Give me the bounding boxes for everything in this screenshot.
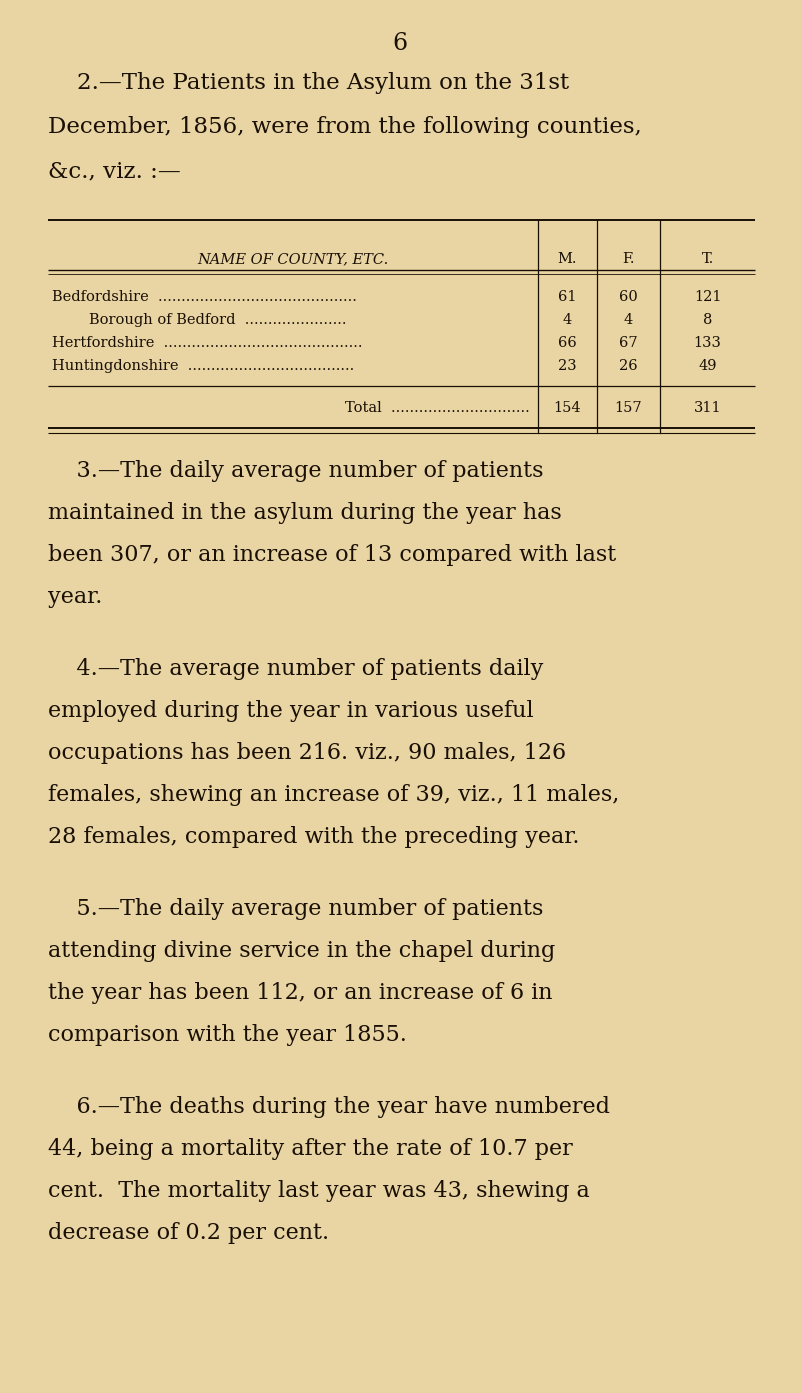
Text: the year has been 112, or an increase of 6 in: the year has been 112, or an increase of… [48, 982, 553, 1004]
Text: 23: 23 [558, 359, 577, 373]
Text: 66: 66 [558, 336, 577, 350]
Text: 3.—The daily average number of patients: 3.—The daily average number of patients [48, 460, 544, 482]
Text: 4.—The average number of patients daily: 4.—The average number of patients daily [48, 657, 543, 680]
Text: Borough of Bedford  ......................: Borough of Bedford .....................… [52, 313, 347, 327]
Text: &c., viz. :—: &c., viz. :— [48, 160, 181, 182]
Text: 26: 26 [619, 359, 638, 373]
Text: 133: 133 [694, 336, 722, 350]
Text: December, 1856, were from the following counties,: December, 1856, were from the following … [48, 116, 642, 138]
Text: comparison with the year 1855.: comparison with the year 1855. [48, 1024, 407, 1046]
Text: year.: year. [48, 586, 103, 607]
Text: 2.—The Patients in the Asylum on the 31st: 2.—The Patients in the Asylum on the 31s… [48, 72, 570, 93]
Text: females, shewing an increase of 39, viz., 11 males,: females, shewing an increase of 39, viz.… [48, 784, 619, 807]
Text: Huntingdonshire  ....................................: Huntingdonshire ........................… [52, 359, 354, 373]
Text: 311: 311 [694, 401, 722, 415]
Text: occupations has been 216. viz., 90 males, 126: occupations has been 216. viz., 90 males… [48, 742, 566, 763]
Text: T.: T. [702, 252, 714, 266]
Text: 67: 67 [619, 336, 638, 350]
Text: Total  ..............................: Total .............................. [345, 401, 530, 415]
Text: 5.—The daily average number of patients: 5.—The daily average number of patients [48, 898, 543, 919]
Text: 61: 61 [558, 290, 577, 304]
Text: NAME OF COUNTY, ETC.: NAME OF COUNTY, ETC. [197, 252, 388, 266]
Text: Hertfordshire  ...........................................: Hertfordshire ..........................… [52, 336, 363, 350]
Text: employed during the year in various useful: employed during the year in various usef… [48, 701, 533, 722]
Text: 8: 8 [702, 313, 712, 327]
Text: Bedfordshire  ...........................................: Bedfordshire ...........................… [52, 290, 357, 304]
Text: 49: 49 [698, 359, 717, 373]
Text: 6.—The deaths during the year have numbered: 6.—The deaths during the year have numbe… [48, 1096, 610, 1119]
Text: M.: M. [557, 252, 578, 266]
Text: 6: 6 [392, 32, 408, 54]
Text: been 307, or an increase of 13 compared with last: been 307, or an increase of 13 compared … [48, 545, 616, 566]
Text: decrease of 0.2 per cent.: decrease of 0.2 per cent. [48, 1222, 329, 1244]
Text: maintained in the asylum during the year has: maintained in the asylum during the year… [48, 501, 562, 524]
Text: F.: F. [622, 252, 634, 266]
Text: 121: 121 [694, 290, 721, 304]
Text: 28 females, compared with the preceding year.: 28 females, compared with the preceding … [48, 826, 579, 848]
Text: 157: 157 [614, 401, 642, 415]
Text: 44, being a mortality after the rate of 10.7 per: 44, being a mortality after the rate of … [48, 1138, 573, 1160]
Text: attending divine service in the chapel during: attending divine service in the chapel d… [48, 940, 555, 963]
Text: 4: 4 [624, 313, 633, 327]
Text: 60: 60 [619, 290, 638, 304]
Text: 154: 154 [553, 401, 582, 415]
Text: 4: 4 [563, 313, 572, 327]
Text: cent.  The mortality last year was 43, shewing a: cent. The mortality last year was 43, sh… [48, 1180, 590, 1202]
